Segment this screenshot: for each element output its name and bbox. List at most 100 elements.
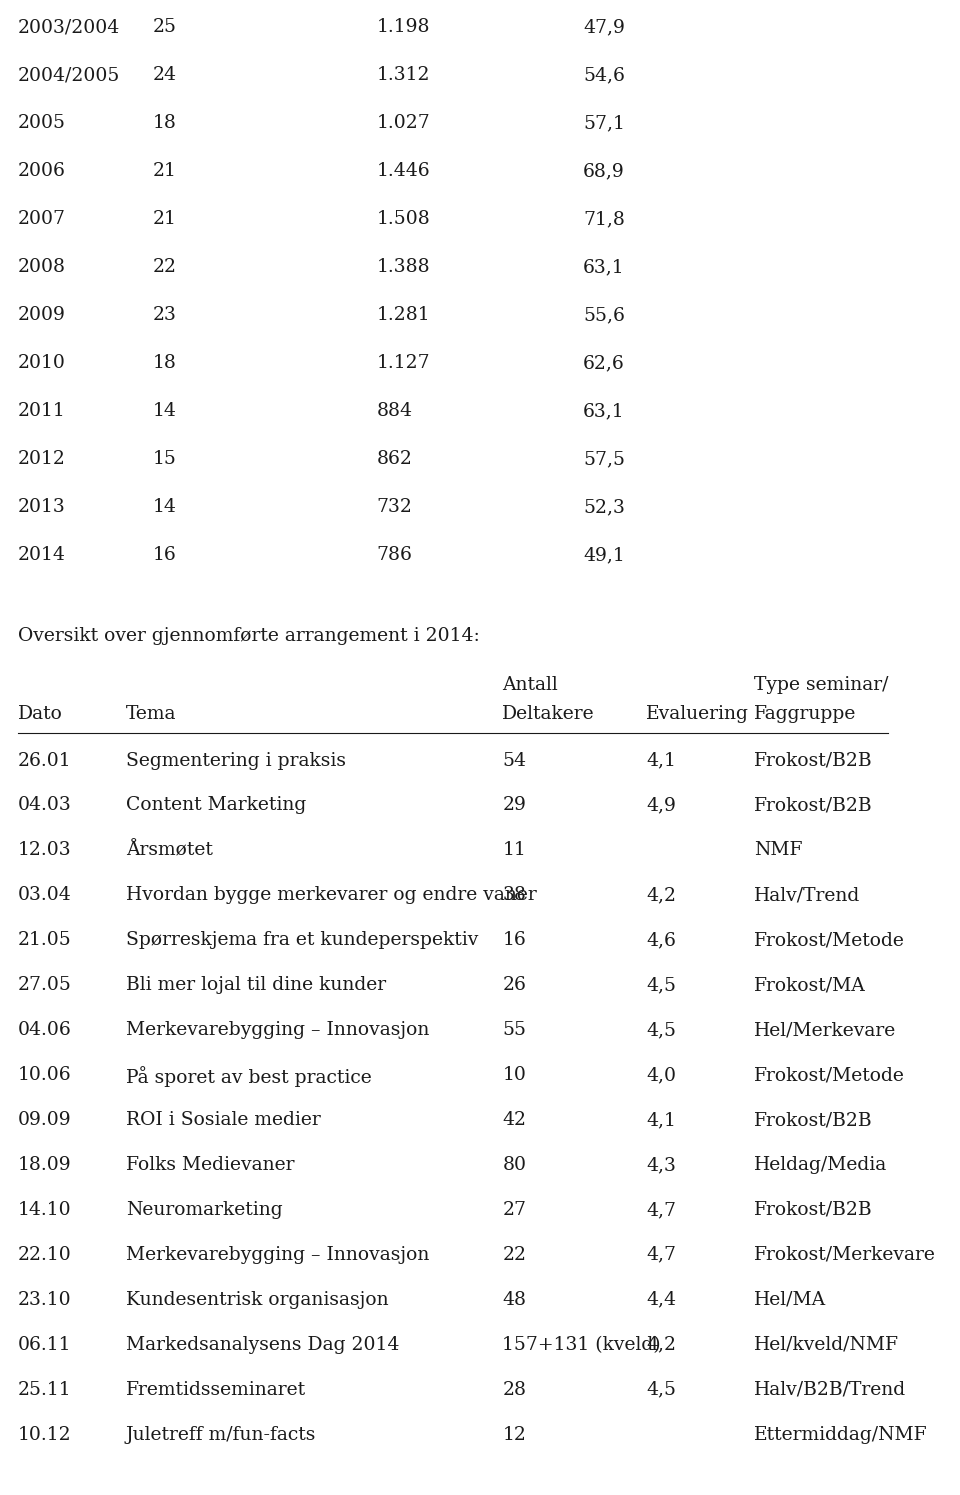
Text: 2014: 2014 [18,546,66,564]
Text: 2006: 2006 [18,163,66,181]
Text: 12: 12 [502,1426,526,1444]
Text: 54: 54 [502,752,526,770]
Text: 4,3: 4,3 [646,1156,676,1174]
Text: 10: 10 [502,1066,526,1084]
Text: 16: 16 [153,546,177,564]
Text: 27.05: 27.05 [18,976,72,994]
Text: 2011: 2011 [18,402,65,420]
Text: 18.09: 18.09 [18,1156,72,1174]
Text: Frokost/B2B: Frokost/B2B [754,797,873,815]
Text: 862: 862 [377,450,413,468]
Text: 2008: 2008 [18,259,66,277]
Text: 4,5: 4,5 [646,1021,676,1039]
Text: Hel/kveld/NMF: Hel/kveld/NMF [754,1335,899,1353]
Text: 1.281: 1.281 [377,306,430,324]
Text: 2005: 2005 [18,115,66,133]
Text: 14: 14 [153,402,177,420]
Text: 57,1: 57,1 [583,115,625,133]
Text: 18: 18 [153,354,177,372]
Text: 03.04: 03.04 [18,887,72,904]
Text: Type seminar/: Type seminar/ [754,676,888,694]
Text: 68,9: 68,9 [583,163,625,181]
Text: 10.12: 10.12 [18,1426,72,1444]
Text: 47,9: 47,9 [583,18,625,36]
Text: 52,3: 52,3 [583,498,625,516]
Text: 57,5: 57,5 [583,450,625,468]
Text: 18: 18 [153,115,177,133]
Text: Tema: Tema [126,704,176,722]
Text: 2007: 2007 [18,211,66,229]
Text: Hel/Merkevare: Hel/Merkevare [754,1021,896,1039]
Text: 49,1: 49,1 [583,546,625,564]
Text: 54,6: 54,6 [583,66,625,84]
Text: Hvordan bygge merkevarer og endre vaner: Hvordan bygge merkevarer og endre vaner [126,887,537,904]
Text: 42: 42 [502,1111,526,1129]
Text: 10.06: 10.06 [18,1066,72,1084]
Text: 4,2: 4,2 [646,1335,676,1353]
Text: 4,7: 4,7 [646,1200,676,1218]
Text: Neuromarketing: Neuromarketing [126,1200,282,1218]
Text: Juletreff m/fun-facts: Juletreff m/fun-facts [126,1426,316,1444]
Text: 23.10: 23.10 [18,1290,72,1308]
Text: Frokost/Metode: Frokost/Metode [754,931,904,949]
Text: Kundesentrisk organisasjon: Kundesentrisk organisasjon [126,1290,388,1308]
Text: 1.446: 1.446 [377,163,430,181]
Text: 1.127: 1.127 [377,354,430,372]
Text: 732: 732 [377,498,413,516]
Text: 22.10: 22.10 [18,1245,72,1263]
Text: 71,8: 71,8 [583,211,625,229]
Text: Oversikt over gjennomførte arrangement i 2014:: Oversikt over gjennomførte arrangement i… [18,626,480,644]
Text: 884: 884 [377,402,413,420]
Text: 11: 11 [502,842,526,860]
Text: 22: 22 [502,1245,526,1263]
Text: Fremtidsseminaret: Fremtidsseminaret [126,1380,305,1399]
Text: Årsmøtet: Årsmøtet [126,842,212,860]
Text: 2003/2004: 2003/2004 [18,18,120,36]
Text: 25: 25 [153,18,177,36]
Text: Segmentering i praksis: Segmentering i praksis [126,752,346,770]
Text: 15: 15 [153,450,177,468]
Text: 4,1: 4,1 [646,752,676,770]
Text: 21: 21 [153,163,177,181]
Text: 1.027: 1.027 [377,115,430,133]
Text: Heldag/Media: Heldag/Media [754,1156,887,1174]
Text: 25.11: 25.11 [18,1380,72,1399]
Text: 22: 22 [153,259,177,277]
Text: Bli mer lojal til dine kunder: Bli mer lojal til dine kunder [126,976,386,994]
Text: Halv/Trend: Halv/Trend [754,887,860,904]
Text: 23: 23 [153,306,177,324]
Text: 38: 38 [502,887,526,904]
Text: 28: 28 [502,1380,526,1399]
Text: Frokost/MA: Frokost/MA [754,976,865,994]
Text: Frokost/B2B: Frokost/B2B [754,1111,873,1129]
Text: 55: 55 [502,1021,526,1039]
Text: Halv/B2B/Trend: Halv/B2B/Trend [754,1380,905,1399]
Text: 14: 14 [153,498,177,516]
Text: 2010: 2010 [18,354,66,372]
Text: Content Marketing: Content Marketing [126,797,306,815]
Text: 4,6: 4,6 [646,931,676,949]
Text: Merkevarebygging – Innovasjon: Merkevarebygging – Innovasjon [126,1021,429,1039]
Text: Deltakere: Deltakere [502,704,595,722]
Text: ROI i Sosiale medier: ROI i Sosiale medier [126,1111,321,1129]
Text: 63,1: 63,1 [583,259,625,277]
Text: 157+131 (kveld): 157+131 (kveld) [502,1335,661,1353]
Text: 1.508: 1.508 [377,211,430,229]
Text: 2009: 2009 [18,306,66,324]
Text: Hel/MA: Hel/MA [754,1290,826,1308]
Text: Merkevarebygging – Innovasjon: Merkevarebygging – Innovasjon [126,1245,429,1263]
Text: 4,5: 4,5 [646,1380,676,1399]
Text: 55,6: 55,6 [583,306,625,324]
Text: Ettermiddag/NMF: Ettermiddag/NMF [754,1426,927,1444]
Text: 4,2: 4,2 [646,887,676,904]
Text: 4,1: 4,1 [646,1111,676,1129]
Text: 2013: 2013 [18,498,65,516]
Text: 4,4: 4,4 [646,1290,676,1308]
Text: 09.09: 09.09 [18,1111,72,1129]
Text: Faggruppe: Faggruppe [754,704,856,722]
Text: Frokost/B2B: Frokost/B2B [754,752,873,770]
Text: 48: 48 [502,1290,526,1308]
Text: 4,9: 4,9 [646,797,676,815]
Text: Markedsanalysens Dag 2014: Markedsanalysens Dag 2014 [126,1335,399,1353]
Text: 04.03: 04.03 [18,797,72,815]
